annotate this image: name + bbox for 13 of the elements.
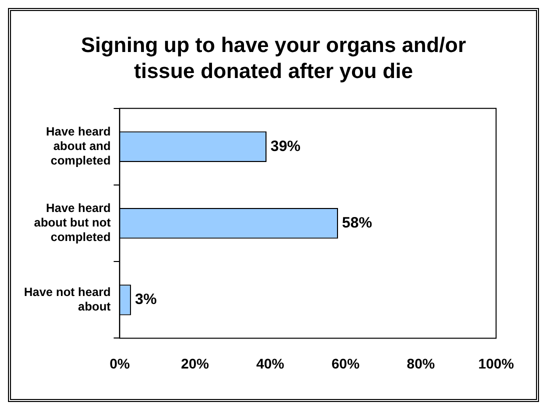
x-tick-label: 0% bbox=[110, 355, 130, 372]
y-tick-label: Have heard about and completed bbox=[46, 124, 111, 168]
data-label: 39% bbox=[270, 138, 301, 155]
chart-title: Signing up to have your organs and/or tissue donated after you die bbox=[80, 33, 468, 85]
data-label: 3% bbox=[134, 291, 157, 308]
x-tick-label: 100% bbox=[478, 355, 515, 372]
x-tick-label: 40% bbox=[256, 355, 285, 372]
y-tick-label: Have not heard about bbox=[24, 285, 111, 314]
data-label: 58% bbox=[342, 214, 372, 232]
x-tick-label: 20% bbox=[180, 355, 210, 372]
x-tick-label: 80% bbox=[406, 355, 436, 372]
y-tick-label: Have heard about but not completed bbox=[34, 201, 111, 244]
x-tick-label: 60% bbox=[332, 355, 360, 372]
